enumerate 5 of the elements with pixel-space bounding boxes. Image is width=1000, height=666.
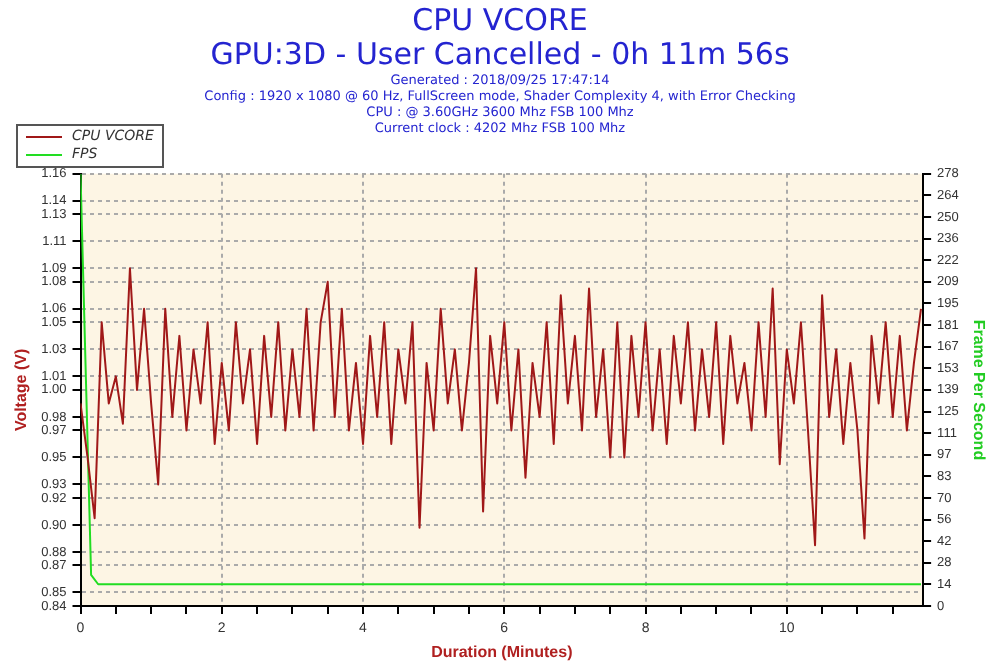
chart-subtitle: GPU:3D - User Cancelled - 0h 11m 56s [208,36,792,72]
y-axis-title: Voltage (V) [12,348,31,432]
x-axis-title: Duration (Minutes) [431,642,574,661]
y2-axis-title: Frame Per Second [969,319,988,461]
chart-title: CPU VCORE [410,2,590,38]
